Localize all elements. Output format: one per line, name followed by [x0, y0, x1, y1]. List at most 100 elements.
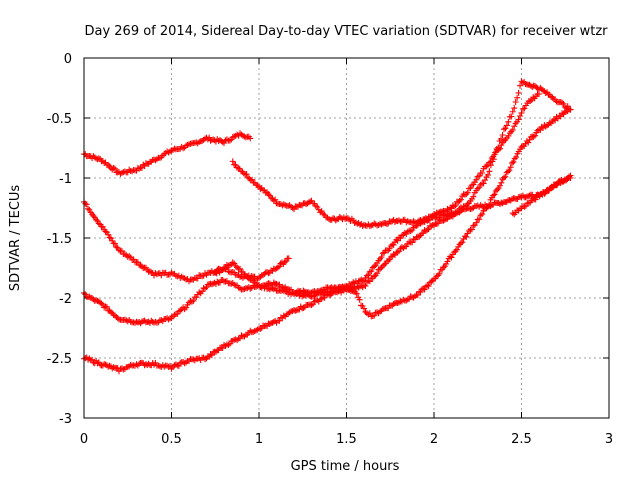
- axes: 0 0.5 1 1.5 2 2.5 3 0 -0.5 -1 -1.5 -2 -2.5 -3: [47, 52, 614, 447]
- data-point-marker: [268, 194, 275, 201]
- data-point-marker: [502, 173, 509, 180]
- data-point-marker: [274, 264, 281, 271]
- data-point-marker: [536, 91, 542, 97]
- data-point-marker: [233, 164, 240, 171]
- data-point-marker: [559, 110, 566, 117]
- x-tick-label: 2: [430, 432, 438, 447]
- data-point-marker: [366, 268, 373, 275]
- data-point-marker: [346, 216, 353, 223]
- data-point-marker: [99, 223, 106, 230]
- data-point-marker: [272, 196, 279, 203]
- data-point-marker: [567, 175, 574, 181]
- data-point-marker: [451, 203, 458, 210]
- data-point-marker: [457, 204, 464, 211]
- data-point-marker: [356, 283, 363, 290]
- data-point-marker: [265, 270, 272, 277]
- data-point-marker: [407, 228, 414, 235]
- x-tick-label: 3: [605, 432, 613, 447]
- data-point-marker: [89, 356, 96, 363]
- data-point-marker: [526, 136, 533, 143]
- data-point-marker: [431, 211, 437, 218]
- data-point-marker: [118, 247, 125, 254]
- data-point-marker: [126, 363, 133, 370]
- data-point-marker: [238, 332, 245, 339]
- data-point-marker: [358, 302, 365, 309]
- data-point-marker: [391, 252, 398, 259]
- data-point-marker: [507, 164, 514, 171]
- data-point-marker: [371, 263, 378, 270]
- data-point-marker: [522, 194, 529, 201]
- data-point-marker: [526, 192, 533, 199]
- data-point-marker: [211, 137, 218, 144]
- data-point-marker: [387, 242, 394, 249]
- data-point-marker: [428, 213, 435, 220]
- data-point-marker: [175, 363, 182, 370]
- data-point-marker: [453, 210, 460, 217]
- data-point-marker: [509, 126, 516, 133]
- data-point-marker: [466, 185, 472, 192]
- data-point-marker: [193, 294, 200, 301]
- data-point-marker: [264, 268, 271, 275]
- y-axis-label: SDTVAR / TECUs: [8, 185, 23, 292]
- data-point-marker: [486, 159, 493, 166]
- data-point-marker: [510, 158, 517, 165]
- data-point-marker: [508, 113, 515, 120]
- y-tick-label: -2.5: [47, 352, 72, 367]
- data-point-marker: [540, 87, 547, 94]
- data-point-marker: [560, 100, 567, 107]
- data-point-marker: [379, 250, 386, 257]
- data-point-marker: [554, 181, 561, 188]
- data-point-marker: [491, 151, 498, 158]
- data-point-marker: [111, 312, 118, 319]
- data-point-marker: [396, 248, 402, 255]
- data-point-marker: [208, 352, 215, 359]
- data-point-marker: [229, 269, 236, 276]
- x-tick-label: 2.5: [511, 432, 532, 447]
- series-track-6: [212, 91, 542, 297]
- data-point-marker: [564, 103, 571, 110]
- data-point-marker: [499, 200, 506, 207]
- data-point-marker: [491, 191, 498, 198]
- data-point-marker: [318, 208, 325, 215]
- y-tick-label: -3: [59, 412, 72, 427]
- data-point-marker: [492, 187, 499, 194]
- data-point-marker: [496, 145, 503, 152]
- data-point-marker: [506, 196, 513, 203]
- data-point-marker: [436, 216, 443, 223]
- data-point-marker: [106, 362, 113, 369]
- data-point-marker: [153, 271, 160, 278]
- data-point-marker: [385, 257, 392, 264]
- chart-title: Day 269 of 2014, Sidereal Day-to-day VTE…: [84, 24, 608, 39]
- data-point-marker: [428, 223, 435, 230]
- data-point-marker: [470, 222, 477, 229]
- data-point-marker: [110, 364, 117, 371]
- grid: [84, 58, 609, 418]
- data-point-marker: [378, 254, 385, 261]
- data-point-marker: [502, 125, 509, 132]
- data-point-marker: [368, 268, 375, 275]
- data-point-marker: [377, 266, 384, 273]
- data-point-marker: [461, 233, 468, 240]
- data-point-marker: [83, 201, 90, 208]
- data-point-marker: [531, 132, 538, 139]
- data-point-marker: [350, 279, 357, 286]
- plot-frame: [83, 57, 610, 419]
- data-point-marker: [503, 122, 510, 129]
- data-point-marker: [424, 217, 431, 224]
- data-point-marker: [452, 202, 459, 209]
- x-tick-label: 0.5: [161, 432, 182, 447]
- data-point-marker: [318, 295, 325, 302]
- data-point-marker: [440, 264, 447, 271]
- data-point-marker: [244, 174, 251, 181]
- data-point-marker: [394, 249, 401, 256]
- data-point-marker: [340, 214, 347, 221]
- data-point-marker: [518, 144, 525, 151]
- data-point-marker: [517, 82, 524, 89]
- data-point-marker: [548, 93, 555, 100]
- data-point-marker: [270, 279, 277, 286]
- data-point-marker: [165, 316, 172, 323]
- data-point-marker: [124, 169, 131, 176]
- data-point-marker: [101, 304, 108, 311]
- data-point-marker: [365, 271, 372, 278]
- data-point-marker: [156, 363, 163, 370]
